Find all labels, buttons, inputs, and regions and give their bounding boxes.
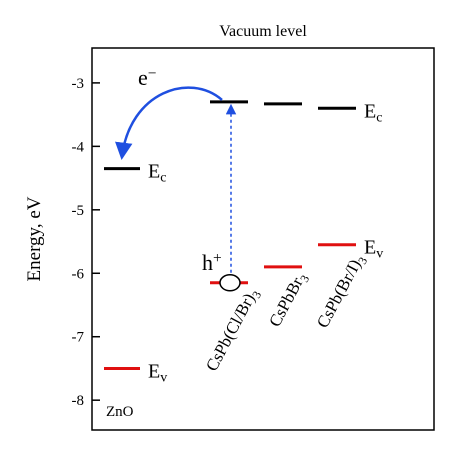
y-tick-label: -7 <box>72 330 85 346</box>
conduction-label: Ec <box>364 100 382 125</box>
valence-label-sub: v <box>160 371 167 386</box>
material-name-sub: 3 <box>297 272 312 284</box>
material-name: CsPbBr3 <box>265 269 312 331</box>
hole-label-sup: + <box>213 250 222 267</box>
material-name-main: ZnO <box>106 404 134 420</box>
hole-label: h+ <box>202 250 222 275</box>
y-tick-label: -3 <box>72 76 85 92</box>
conduction-label-sub: c <box>376 110 382 125</box>
y-tick-label: -4 <box>72 139 85 155</box>
material-name-main: CsPbBr <box>265 274 307 330</box>
material-name-sub: 3 <box>249 288 264 300</box>
conduction-label-sub: c <box>160 171 166 186</box>
y-tick-label: -6 <box>72 266 85 282</box>
valence-label-main: E <box>364 237 376 259</box>
material-name: CsPb(Br/I)3 <box>313 251 370 332</box>
y-axis-label: Energy, eV <box>24 196 45 281</box>
chart-title: Vacuum level <box>219 23 307 40</box>
material-name: CsPb(Cl/Br)3 <box>202 285 264 376</box>
y-tick-label: -8 <box>72 393 85 409</box>
material-name-main: CsPb(Cl/Br) <box>202 290 259 374</box>
hole-label-main: h <box>202 250 213 275</box>
material-name-main: CsPb(Br/I) <box>313 256 365 331</box>
valence-label: Ev <box>148 360 167 385</box>
y-tick-label: -5 <box>72 203 85 219</box>
plot-frame <box>91 47 435 431</box>
material-name: ZnO <box>106 404 134 420</box>
conduction-label: Ec <box>148 161 166 186</box>
electron-label-main: e <box>138 65 148 90</box>
valence-label: Ev <box>364 237 383 262</box>
transfer-arrow <box>115 86 223 161</box>
valence-label-main: E <box>148 360 160 382</box>
conduction-label-main: E <box>364 100 376 122</box>
conduction-label-main: E <box>148 161 160 183</box>
material-name-sub: 3 <box>355 254 370 266</box>
hole <box>219 274 241 292</box>
electron-label-sup: − <box>148 65 157 82</box>
electron-label: e− <box>138 65 156 90</box>
valence-label-sub: v <box>376 247 383 262</box>
